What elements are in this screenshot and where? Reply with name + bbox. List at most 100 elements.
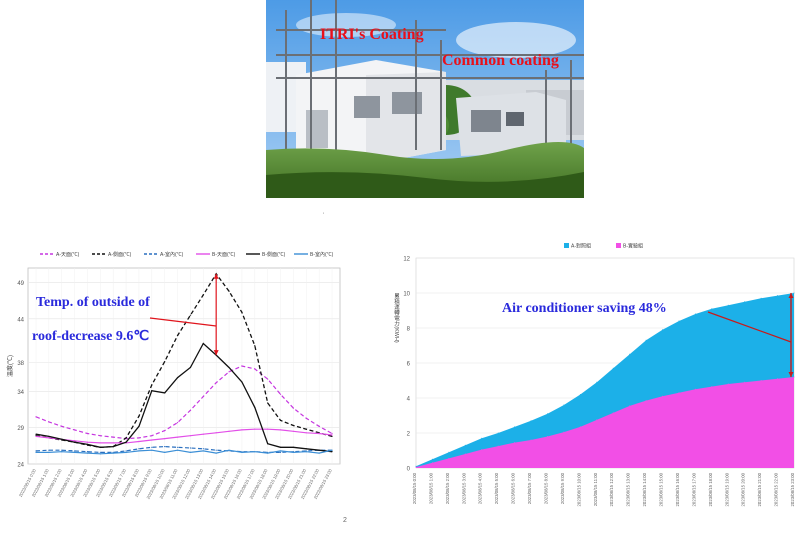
- data-point: [61, 425, 63, 427]
- annotation-text: roof-decrease 9.6℃: [32, 329, 149, 344]
- data-point: [331, 432, 333, 435]
- data-point: [112, 436, 114, 438]
- data-point: [254, 451, 256, 453]
- data-point: [138, 415, 140, 417]
- data-point: [215, 382, 217, 384]
- data-point: [86, 451, 89, 453]
- x-tick-label: 2023/08/15 13:00: [626, 472, 631, 506]
- data-point: [176, 446, 179, 448]
- data-point: [546, 413, 548, 415]
- data-point: [138, 425, 140, 427]
- data-point: [228, 371, 230, 373]
- x-tick-label: 2023/08/15 23:00: [790, 472, 795, 506]
- data-point: [125, 450, 127, 452]
- data-point: [279, 451, 282, 453]
- x-tick-label: 2023/08/15 17:00: [691, 472, 696, 506]
- x-tick-label: 2023/08/15 15:00: [659, 472, 664, 506]
- data-point: [138, 448, 140, 450]
- legend-entry: A-天面(℃): [56, 252, 80, 258]
- annotation-pointer: [149, 317, 217, 327]
- x-tick-label: 2023/08/15 5:00: [494, 472, 499, 504]
- data-point: [305, 432, 307, 434]
- data-point: [228, 449, 230, 451]
- y-tick-label: 34: [17, 390, 24, 396]
- data-point: [189, 366, 192, 369]
- data-point: [202, 395, 204, 398]
- data-point: [727, 304, 729, 306]
- legend-entry: B-天面(℃): [212, 252, 236, 258]
- annotation-pointer: [707, 311, 792, 343]
- data-point: [35, 433, 37, 435]
- data-point: [202, 294, 204, 296]
- data-point: [189, 409, 192, 411]
- data-point: [711, 386, 713, 388]
- annotation-text: Temp. of outside of: [36, 295, 150, 310]
- legend-entry: A-側面(℃): [108, 251, 132, 258]
- data-point: [176, 334, 179, 337]
- data-point: [760, 380, 762, 381]
- data-point: [241, 311, 243, 313]
- data-point: [99, 435, 101, 437]
- data-point: [563, 431, 565, 433]
- data-point: [305, 428, 307, 430]
- data-point: [215, 432, 217, 434]
- difference-arrowhead: [213, 350, 219, 356]
- data-point: [267, 428, 269, 430]
- x-tick-label: 2023/08/15 4:00: [478, 472, 483, 504]
- data-point: [645, 339, 647, 341]
- data-point: [292, 451, 294, 453]
- common-coating-label: Common coating: [442, 52, 559, 69]
- data-point: [777, 295, 779, 297]
- data-point: [431, 462, 433, 464]
- data-point: [579, 426, 581, 428]
- data-point: [292, 407, 294, 409]
- difference-arrowhead: [788, 293, 794, 298]
- y-tick-label: 8: [407, 327, 411, 333]
- x-tick-label: 2023/08/15 19:00: [724, 472, 729, 506]
- y-axis-label: 溫度(℃): [6, 355, 14, 377]
- data-point: [579, 394, 581, 395]
- data-point: [645, 400, 647, 402]
- data-point: [305, 448, 307, 450]
- x-tick-label: 2023/08/15 14:00: [642, 472, 647, 506]
- data-point: [74, 451, 76, 453]
- data-point: [662, 395, 664, 397]
- data-point: [254, 345, 256, 347]
- data-point: [125, 437, 127, 439]
- data-point: [448, 457, 450, 459]
- data-point: [176, 377, 179, 379]
- legend-entry: B-室內(℃): [310, 251, 334, 258]
- data-point: [793, 292, 795, 294]
- data-point: [760, 297, 762, 299]
- series-area: [416, 377, 794, 468]
- legend-swatch: [564, 243, 569, 248]
- data-point: [292, 424, 294, 427]
- annotation-text: Air conditioner saving 48%: [502, 301, 667, 316]
- x-tick-label: 2023/08/15 20:00: [741, 472, 746, 506]
- data-point: [629, 405, 631, 407]
- data-point: [86, 443, 89, 445]
- data-point: [74, 429, 76, 431]
- data-point: [318, 452, 320, 454]
- data-point: [112, 442, 114, 444]
- data-point: [694, 388, 696, 390]
- data-point: [563, 404, 565, 406]
- itri-coating-label: ITRI's Coating: [320, 26, 424, 43]
- data-point: [279, 419, 282, 422]
- data-point: [546, 436, 548, 437]
- test-houses-illustration: [266, 0, 584, 198]
- data-point: [464, 453, 466, 455]
- separator-dot: ': [323, 213, 325, 219]
- x-tick-label: 2023/08/15 1:00: [428, 472, 433, 504]
- data-point: [48, 435, 50, 438]
- data-point: [318, 425, 320, 427]
- data-point: [629, 353, 631, 355]
- data-point: [267, 443, 269, 445]
- x-tick-label: 2023/08/15 3:00: [461, 472, 466, 504]
- data-point: [241, 429, 243, 431]
- legend-entry: B-側面(℃): [262, 251, 286, 258]
- data-point: [612, 412, 614, 414]
- page-number: 2: [343, 517, 347, 524]
- data-point: [202, 450, 204, 452]
- data-point: [48, 451, 50, 453]
